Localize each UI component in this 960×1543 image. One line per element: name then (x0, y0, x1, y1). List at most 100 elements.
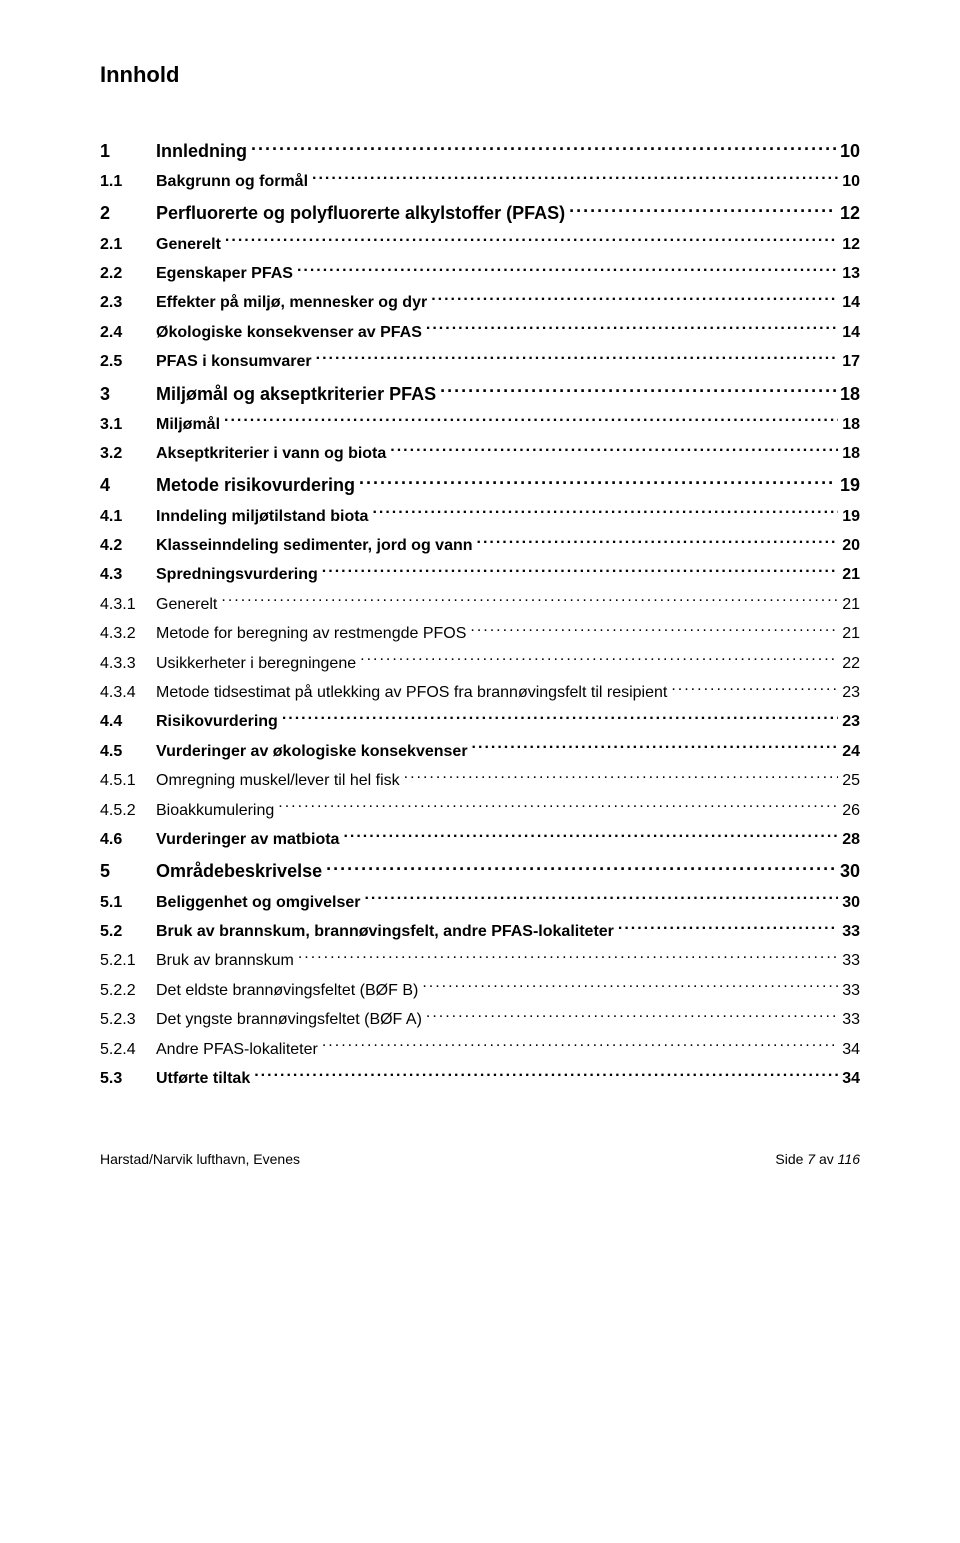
toc-page: 18 (838, 443, 860, 465)
toc-number: 4.5.1 (100, 770, 156, 792)
toc-leader-dots (316, 350, 839, 366)
toc-leader-dots (364, 891, 838, 907)
toc-page: 33 (838, 950, 860, 972)
toc-number: 4.5 (100, 741, 156, 763)
toc-page: 12 (836, 201, 860, 226)
toc-number: 5.2.4 (100, 1039, 156, 1061)
toc-number: 4.6 (100, 829, 156, 851)
toc-number: 2.4 (100, 322, 156, 344)
toc-number: 2.1 (100, 234, 156, 256)
toc-label: Klasseinndeling sedimenter, jord og vann (156, 535, 477, 557)
toc-page: 14 (838, 292, 860, 314)
toc-leader-dots (251, 139, 836, 157)
toc-row: 5.2.1Bruk av brannskum33 (100, 949, 860, 972)
toc-row: 1.1Bakgrunn og formål10 (100, 170, 860, 193)
toc-label: Det yngste brannøvingsfeltet (BØF A) (156, 1009, 426, 1031)
toc-leader-dots (359, 473, 836, 491)
toc-number: 5.2.3 (100, 1009, 156, 1031)
toc-label: Metode for beregning av restmengde PFOS (156, 623, 470, 645)
toc-label: Innledning (156, 139, 251, 164)
toc-row: 4.3.3Usikkerheter i beregningene22 (100, 652, 860, 675)
toc-row: 1Innledning10 (100, 139, 860, 164)
toc-row: 4.3.2Metode for beregning av restmengde … (100, 622, 860, 645)
toc-page: 21 (838, 623, 860, 645)
toc-label: Egenskaper PFAS (156, 263, 297, 285)
toc-label: PFAS i konsumvarer (156, 351, 316, 373)
toc-label: Områdebeskrivelse (156, 859, 326, 884)
toc-row: 2.5PFAS i konsumvarer17 (100, 350, 860, 373)
toc-number: 3.1 (100, 414, 156, 436)
toc-leader-dots (221, 593, 838, 609)
toc-leader-dots (254, 1067, 838, 1083)
toc-label: Risikovurdering (156, 711, 282, 733)
toc-label: Metode tidsestimat på utlekking av PFOS … (156, 682, 671, 704)
toc-row: 3.2Akseptkriterier i vann og biota18 (100, 442, 860, 465)
toc-row: 3Miljømål og akseptkriterier PFAS18 (100, 382, 860, 407)
toc-label: Generelt (156, 594, 221, 616)
toc-row: 2.1Generelt12 (100, 233, 860, 256)
toc-page: 34 (838, 1039, 860, 1061)
toc-page: 18 (838, 414, 860, 436)
toc-row: 5.2.2Det eldste brannøvingsfeltet (BØF B… (100, 979, 860, 1002)
toc-number: 2 (100, 201, 156, 226)
toc-page: 22 (838, 653, 860, 675)
toc-number: 2.5 (100, 351, 156, 373)
toc-leader-dots (431, 291, 838, 307)
toc-leader-dots (326, 859, 836, 877)
toc-row: 4Metode risikovurdering19 (100, 473, 860, 498)
toc-row: 2.4Økologiske konsekvenser av PFAS14 (100, 321, 860, 344)
footer-total-pages: 116 (838, 1151, 860, 1167)
toc-label: Omregning muskel/lever til hel fisk (156, 770, 404, 792)
toc-number: 5.2.2 (100, 980, 156, 1002)
toc-label: Økologiske konsekvenser av PFAS (156, 322, 426, 344)
toc-leader-dots (390, 442, 838, 458)
toc-page: 19 (838, 506, 860, 528)
toc-label: Bakgrunn og formål (156, 171, 312, 193)
toc-leader-dots (298, 949, 838, 965)
toc-label: Beliggenhet og omgivelser (156, 892, 364, 914)
toc-row: 4.4Risikovurdering23 (100, 710, 860, 733)
toc-leader-dots (343, 828, 838, 844)
toc-label: Miljømål og akseptkriterier PFAS (156, 382, 440, 407)
toc-row: 4.2Klasseinndeling sedimenter, jord og v… (100, 534, 860, 557)
toc-page: 28 (838, 829, 860, 851)
toc-page: 21 (838, 594, 860, 616)
toc-label: Andre PFAS-lokaliteter (156, 1039, 322, 1061)
toc-page: 30 (836, 859, 860, 884)
toc-label: Vurderinger av matbiota (156, 829, 343, 851)
toc-leader-dots (360, 652, 838, 668)
toc-number: 4 (100, 473, 156, 498)
toc-label: Det eldste brannøvingsfeltet (BØF B) (156, 980, 422, 1002)
toc-row: 4.5.2Bioakkumulering26 (100, 799, 860, 822)
toc-number: 4.3 (100, 564, 156, 586)
toc-leader-dots (426, 321, 838, 337)
toc-row: 4.1Inndeling miljøtilstand biota19 (100, 505, 860, 528)
toc-leader-dots (671, 681, 838, 697)
toc-row: 5Områdebeskrivelse30 (100, 859, 860, 884)
toc-leader-dots (426, 1008, 838, 1024)
toc-number: 4.4 (100, 711, 156, 733)
toc-label: Generelt (156, 234, 225, 256)
toc-page: 13 (838, 263, 860, 285)
toc-row: 5.2.4Andre PFAS-lokaliteter 34 (100, 1038, 860, 1061)
toc-page: 26 (838, 800, 860, 822)
toc-row: 5.2.3Det yngste brannøvingsfeltet (BØF A… (100, 1008, 860, 1031)
toc-page: 33 (838, 921, 860, 943)
toc-row: 4.5.1Omregning muskel/lever til hel fisk… (100, 769, 860, 792)
toc-number: 5.2.1 (100, 950, 156, 972)
toc-row: 2.2Egenskaper PFAS13 (100, 262, 860, 285)
footer-left: Harstad/Narvik lufthavn, Evenes (100, 1150, 300, 1170)
toc-label: Inndeling miljøtilstand biota (156, 506, 372, 528)
toc-label: Bruk av brannskum, brannøvingsfelt, andr… (156, 921, 618, 943)
toc-leader-dots (278, 799, 838, 815)
toc-label: Bioakkumulering (156, 800, 278, 822)
footer-av: av (815, 1151, 838, 1167)
toc-row: 5.2Bruk av brannskum, brannøvingsfelt, a… (100, 920, 860, 943)
toc-number: 4.3.3 (100, 653, 156, 675)
toc-leader-dots (470, 622, 838, 638)
toc-number: 1 (100, 139, 156, 164)
toc-leader-dots (322, 1038, 838, 1054)
toc-label: Effekter på miljø, mennesker og dyr (156, 292, 431, 314)
toc-number: 4.2 (100, 535, 156, 557)
toc-row: 2.3Effekter på miljø, mennesker og dyr14 (100, 291, 860, 314)
